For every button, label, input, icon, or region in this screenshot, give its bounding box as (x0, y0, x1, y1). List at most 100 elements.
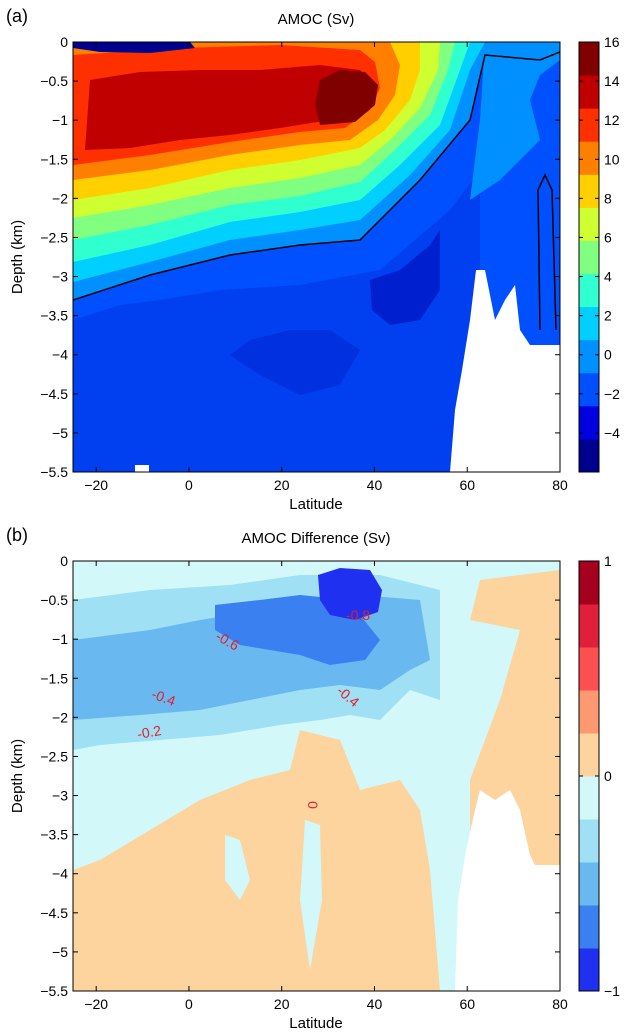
panel-b: (b) AMOC Difference (Sv) -0.8 -0.6 -0.4 … (6, 525, 620, 1032)
panel-b-xlabel: Latitude (289, 1015, 342, 1032)
panel-a-colorbar-swatch (579, 273, 599, 308)
panel-a-ytick-label: −3.5 (40, 308, 68, 324)
panel-b-colorbar-swatch (579, 905, 599, 949)
panel-b-ytick-label: −3 (52, 788, 68, 804)
panel-a-ytick-label: −4 (52, 347, 68, 363)
panel-a-colorbar-swatch (579, 438, 599, 473)
panel-a-ytick-label: −4.5 (40, 386, 68, 402)
panel-a-colorbar-tick-label: 4 (604, 269, 612, 285)
panel-b-xtick-label: 20 (274, 996, 290, 1012)
panel-a-colorbar: 16 14 12 10 8 6 4 2 0 −2 −4 (578, 34, 620, 473)
panel-b-colorbar-swatch (579, 690, 599, 734)
panel-a-topography-notch (135, 465, 149, 472)
panel-b-colorbar-swatch (579, 776, 599, 820)
panel-b-plot-area: -0.8 -0.6 -0.4 -0.4 -0.2 0 (73, 561, 560, 991)
panel-a-colorbar-swatch (579, 141, 599, 175)
panel-a-band-16 (85, 65, 372, 150)
panel-a-ytick-label: −1 (52, 112, 68, 128)
panel-b-xtick-label: 60 (459, 996, 475, 1012)
panel-a-band-max (315, 70, 378, 125)
panel-b-ytick-label: −3.5 (40, 827, 68, 843)
panel-a-colorbar-tick-label: 6 (604, 229, 612, 245)
panel-b-colorbar-tick-label: 1 (604, 553, 612, 569)
panel-a-zero-contour-2 (537, 173, 557, 331)
panel-a-ylabel: Depth (km) (9, 220, 26, 294)
panel-a-ytick-label: −1.5 (40, 151, 68, 167)
panel-b-ylabel: Depth (km) (9, 739, 26, 813)
panel-a-colorbar-tick-label: 10 (604, 151, 620, 167)
panel-b-colorbar-tick-label: 0 (604, 768, 612, 784)
panel-b-ytick-label: −4 (52, 866, 68, 882)
panel-a-ytick-label: −2.5 (40, 229, 68, 245)
panel-a-frame (72, 41, 561, 473)
panel-a-ytick-label: −3 (52, 269, 68, 285)
panel-b-colorbar-swatch (579, 733, 599, 777)
panel-a-xtick-label: −20 (84, 477, 108, 493)
panel-a-band-deep-core-2 (370, 230, 440, 325)
panel-b-band-0-patch (225, 835, 250, 900)
panel-a-colorbar-tick-label: −4 (604, 425, 620, 441)
panel-b-contour-label-0: 0 (305, 801, 321, 809)
panel-a-ytick-label: −5.5 (40, 464, 68, 480)
panel-b-band-0-patch-2 (300, 820, 322, 970)
panel-b-ytick-label: −5 (52, 944, 68, 960)
panel-a-xtick-label: 80 (552, 477, 568, 493)
panel-b-colorbar-swatch (579, 819, 599, 863)
panel-a-ytick-label: −5 (52, 425, 68, 441)
panel-b-colorbar-swatch (579, 604, 599, 648)
panel-a-axes: −20 0 20 40 60 80 0 −0.5 −1 −1.5 −2 −2.5 −3 −3.5 −4 −4.… (40, 34, 568, 493)
panel-a-ytick-label: 0 (60, 34, 68, 50)
panel-a-band-deep-core (230, 330, 360, 395)
panel-a-colorbar-swatch (579, 339, 599, 374)
panel-a-xtick-label: 60 (459, 477, 475, 493)
panel-a-colorbar-tick-label: 0 (604, 347, 612, 363)
panel-b-contour-label-08: -0.8 (346, 607, 370, 623)
panel-a-topography (450, 270, 560, 472)
panel-a-colorbar-swatch (579, 75, 599, 109)
panel-a-colorbar-swatch (579, 174, 599, 208)
panel-b-xtick-label: 40 (367, 996, 383, 1012)
panel-a-xlabel: Latitude (289, 496, 342, 513)
panel-a-colorbar-frame (578, 41, 600, 473)
panel-a-plot-area (73, 42, 560, 472)
panel-a-ytick-label: −0.5 (40, 73, 68, 89)
panel-b-ytick-label: −1.5 (40, 670, 68, 686)
panel-b-colorbar-swatch (579, 647, 599, 691)
panel-a-colorbar-tick-label: −2 (604, 386, 620, 402)
panel-a-colorbar-swatch (579, 207, 599, 241)
panel-a-xtick-label: 20 (274, 477, 290, 493)
panel-a-colorbar-tick-label: 16 (604, 34, 620, 50)
panel-b-title: AMOC Difference (Sv) (242, 530, 391, 547)
panel-a-colorbar-swatch (579, 240, 599, 275)
panel-b-colorbar: 1 0 −1 (578, 553, 620, 999)
panel-a-high-lat-band (470, 42, 560, 200)
panel-a-colorbar-swatch (579, 306, 599, 341)
panel-a: (a) AMOC (Sv) (6, 6, 620, 513)
panel-b-axes: −20 0 20 40 60 80 0 −0.5 −1 −1.5 −2 −2.5 −3 −3.5 −4 −4.… (40, 553, 568, 1012)
panel-b-colorbar-swatch (579, 561, 599, 605)
panel-a-colorbar-swatch (579, 372, 599, 407)
panel-a-colorbar-swatch (579, 405, 599, 440)
panel-a-colorbar-tick-label: 12 (604, 112, 620, 128)
panel-b-frame (72, 560, 561, 992)
panel-a-title: AMOC (Sv) (278, 11, 355, 28)
panel-b-ytick-label: −4.5 (40, 905, 68, 921)
panel-b-ytick-label: 0 (60, 553, 68, 569)
panel-b-band-08 (318, 568, 382, 620)
panel-b-ytick-label: −2.5 (40, 748, 68, 764)
panel-b-colorbar-swatch (579, 948, 599, 992)
panel-a-band-deep (73, 170, 480, 472)
panel-b-ytick-label: −0.5 (40, 592, 68, 608)
panel-a-surface-negative (73, 42, 195, 53)
panel-b-colorbar-tick-label: −1 (604, 983, 620, 999)
panel-b-xtick-label: −20 (84, 996, 108, 1012)
panel-a-colorbar-tick-label: 2 (604, 308, 612, 324)
panel-a-label: (a) (6, 6, 28, 26)
panel-a-colorbar-tick-label: 8 (604, 190, 612, 206)
panel-b-colorbar-swatch (579, 862, 599, 906)
panel-a-xtick-label: 0 (185, 477, 193, 493)
panel-b-ytick-label: −2 (52, 709, 68, 725)
panel-b-contour-label-04-left: -0.4 (150, 686, 178, 709)
panel-a-colorbar-swatch (579, 42, 599, 76)
